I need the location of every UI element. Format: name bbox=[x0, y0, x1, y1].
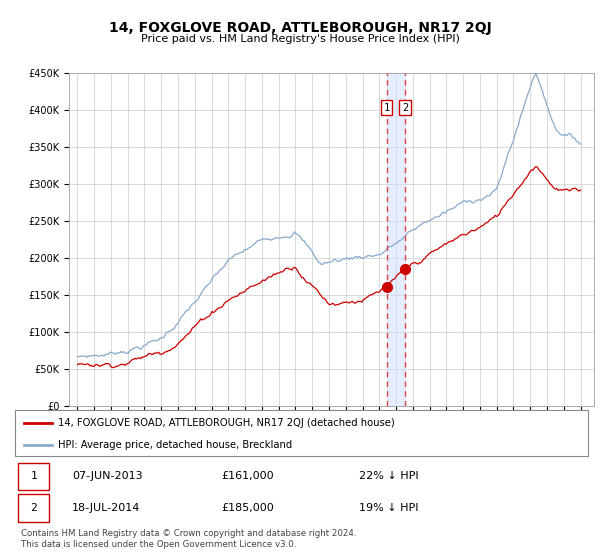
Text: 19% ↓ HPI: 19% ↓ HPI bbox=[359, 502, 418, 512]
Bar bbox=[18, 494, 49, 522]
Bar bbox=[386, 73, 405, 406]
Text: £161,000: £161,000 bbox=[221, 471, 274, 481]
Text: 18-JUL-2014: 18-JUL-2014 bbox=[73, 502, 140, 512]
Text: £185,000: £185,000 bbox=[221, 502, 274, 512]
Text: HPI: Average price, detached house, Breckland: HPI: Average price, detached house, Brec… bbox=[58, 440, 292, 450]
Text: Contains HM Land Registry data © Crown copyright and database right 2024.
This d: Contains HM Land Registry data © Crown c… bbox=[21, 529, 356, 549]
Text: 22% ↓ HPI: 22% ↓ HPI bbox=[359, 471, 418, 481]
Text: 07-JUN-2013: 07-JUN-2013 bbox=[73, 471, 143, 481]
Text: 14, FOXGLOVE ROAD, ATTLEBOROUGH, NR17 2QJ (detached house): 14, FOXGLOVE ROAD, ATTLEBOROUGH, NR17 2Q… bbox=[58, 418, 395, 428]
Text: 2: 2 bbox=[31, 502, 37, 512]
Text: 14, FOXGLOVE ROAD, ATTLEBOROUGH, NR17 2QJ: 14, FOXGLOVE ROAD, ATTLEBOROUGH, NR17 2Q… bbox=[109, 21, 491, 35]
Text: 1: 1 bbox=[31, 471, 37, 481]
Text: Price paid vs. HM Land Registry's House Price Index (HPI): Price paid vs. HM Land Registry's House … bbox=[140, 34, 460, 44]
Text: 1: 1 bbox=[383, 102, 390, 113]
Text: 2: 2 bbox=[402, 102, 408, 113]
Bar bbox=[18, 463, 49, 491]
